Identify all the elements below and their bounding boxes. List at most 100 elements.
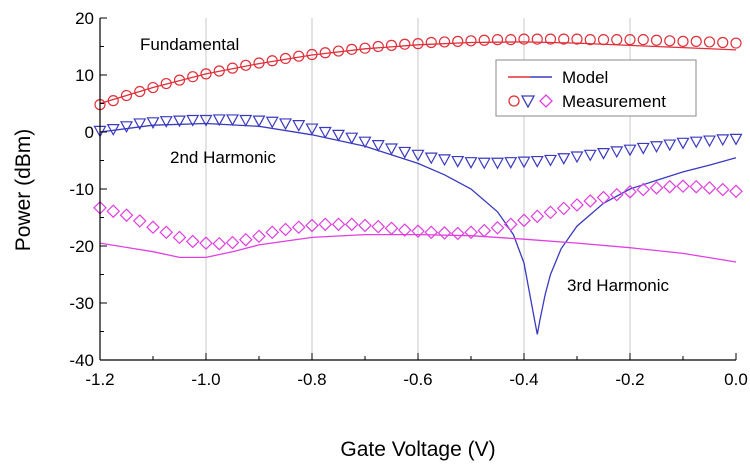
model-line-1 xyxy=(99,122,737,335)
measurement-point-triangle xyxy=(543,154,558,167)
legend-diamond-marker xyxy=(539,94,553,108)
y-tick-label: -40 xyxy=(69,351,94,370)
measurement-point-diamond xyxy=(570,198,584,212)
measurement-point-triangle xyxy=(265,116,279,129)
measurement-point-diamond xyxy=(676,179,690,193)
measurement-point-triangle xyxy=(305,123,319,136)
legend-model-label: Model xyxy=(562,68,608,87)
measurement-point-diamond xyxy=(702,181,717,195)
measurement-point-triangle xyxy=(530,155,544,168)
measurement-point-triangle xyxy=(623,144,637,157)
measurement-point-diamond xyxy=(172,230,187,245)
measurement-point-diamond xyxy=(464,225,478,240)
measurement-point-circle xyxy=(690,35,702,47)
measurement-point-circle xyxy=(624,34,636,46)
y-axis-title: Power (dBm) xyxy=(12,129,35,252)
measurement-point-circle xyxy=(385,39,398,51)
x-axis-title: Gate Voltage (V) xyxy=(340,438,495,461)
measurement-point-diamond xyxy=(689,179,704,194)
measurement-point-triangle xyxy=(252,115,266,128)
measurement-point-triangle xyxy=(557,153,571,165)
measurement-point-triangle xyxy=(424,152,438,165)
measurement-point-circle xyxy=(505,34,517,46)
measurement-point-circle xyxy=(677,35,689,47)
measurement-point-triangle xyxy=(292,120,306,132)
measurement-point-circle xyxy=(452,35,464,47)
measurement-point-diamond xyxy=(146,220,160,235)
series-layer xyxy=(99,41,737,335)
measurement-point-diamond xyxy=(159,225,174,240)
measurement-point-diamond xyxy=(252,229,266,244)
legend-measurement-label: Measurement xyxy=(562,92,666,111)
measurement-point-diamond xyxy=(477,223,492,238)
measurement-point-circle xyxy=(611,34,623,46)
measurement-point-circle xyxy=(465,35,477,47)
measurement-point-circle xyxy=(332,45,345,57)
measurement-point-circle xyxy=(412,38,424,50)
measurement-point-circle xyxy=(531,33,543,45)
y-tick-label: -10 xyxy=(69,180,94,199)
measurement-point-triangle xyxy=(371,140,385,152)
y-tick-label: -20 xyxy=(69,237,94,256)
measurement-point-diamond xyxy=(265,225,280,240)
measurement-point-triangle xyxy=(225,114,240,127)
measurement-point-triangle xyxy=(490,157,505,170)
measurement-point-circle xyxy=(650,34,663,46)
measurement-point-diamond xyxy=(132,214,147,228)
measurement-point-circle xyxy=(597,34,610,46)
measurement-point-circle xyxy=(478,34,490,46)
measurement-point-circle xyxy=(187,71,199,83)
legend-triangle-marker xyxy=(520,95,536,109)
measurement-point-triangle xyxy=(610,146,624,159)
measurement-point-circle xyxy=(491,34,504,46)
x-tick-label: -0.2 xyxy=(615,370,644,389)
measurement-point-triangle xyxy=(451,155,465,168)
measurement-point-diamond xyxy=(358,218,372,233)
measurement-point-triangle xyxy=(172,115,187,128)
measurement-point-diamond xyxy=(450,226,465,241)
measurement-point-triangle xyxy=(716,134,730,147)
y-tick-label: 10 xyxy=(75,66,94,85)
measurement-point-triangle xyxy=(517,156,531,169)
measurement-point-diamond xyxy=(583,194,598,208)
measurement-point-diamond xyxy=(662,179,677,194)
measurement-point-circle xyxy=(584,34,596,46)
measurement-point-diamond xyxy=(238,232,253,247)
measurement-point-triangle xyxy=(729,133,743,146)
x-tick-label: -1.0 xyxy=(191,370,220,389)
measurement-point-triangle xyxy=(702,135,717,148)
measurement-point-circle xyxy=(173,74,186,86)
measurement-point-circle xyxy=(293,50,305,62)
measurement-point-triangle xyxy=(583,149,597,162)
measurement-point-triangle xyxy=(358,136,372,149)
measurement-point-diamond xyxy=(344,217,359,232)
measurement-point-circle xyxy=(213,65,225,77)
measurement-point-triangle xyxy=(398,146,412,159)
measurement-point-triangle xyxy=(186,114,200,127)
measurement-point-circle xyxy=(730,37,742,49)
measurement-point-diamond xyxy=(199,236,213,250)
measurement-point-circle xyxy=(319,47,331,59)
measurement-point-circle xyxy=(518,33,530,45)
model-line-2 xyxy=(99,233,737,263)
measurement-point-diamond xyxy=(623,185,637,199)
measurement-point-triangle xyxy=(570,151,584,164)
measurement-point-diamond xyxy=(729,184,743,199)
legend: Model Measurement xyxy=(495,59,697,117)
legend-circle-marker xyxy=(508,95,520,107)
measurement-point-triangle xyxy=(596,147,611,160)
measurement-point-diamond xyxy=(185,234,200,249)
measurement-point-triangle xyxy=(159,116,173,128)
measurement-point-circle xyxy=(279,52,292,65)
y-tick-label: 20 xyxy=(75,9,94,28)
measurement-point-circle xyxy=(120,89,133,102)
marker-layer xyxy=(93,33,743,251)
measurement-point-diamond xyxy=(106,204,121,219)
measurement-point-diamond xyxy=(397,223,412,237)
measurement-point-triangle xyxy=(133,118,147,131)
measurement-point-circle xyxy=(571,33,583,45)
measurement-point-circle xyxy=(372,40,384,53)
measurement-point-triangle xyxy=(663,139,677,152)
measurement-point-triangle xyxy=(504,157,518,169)
